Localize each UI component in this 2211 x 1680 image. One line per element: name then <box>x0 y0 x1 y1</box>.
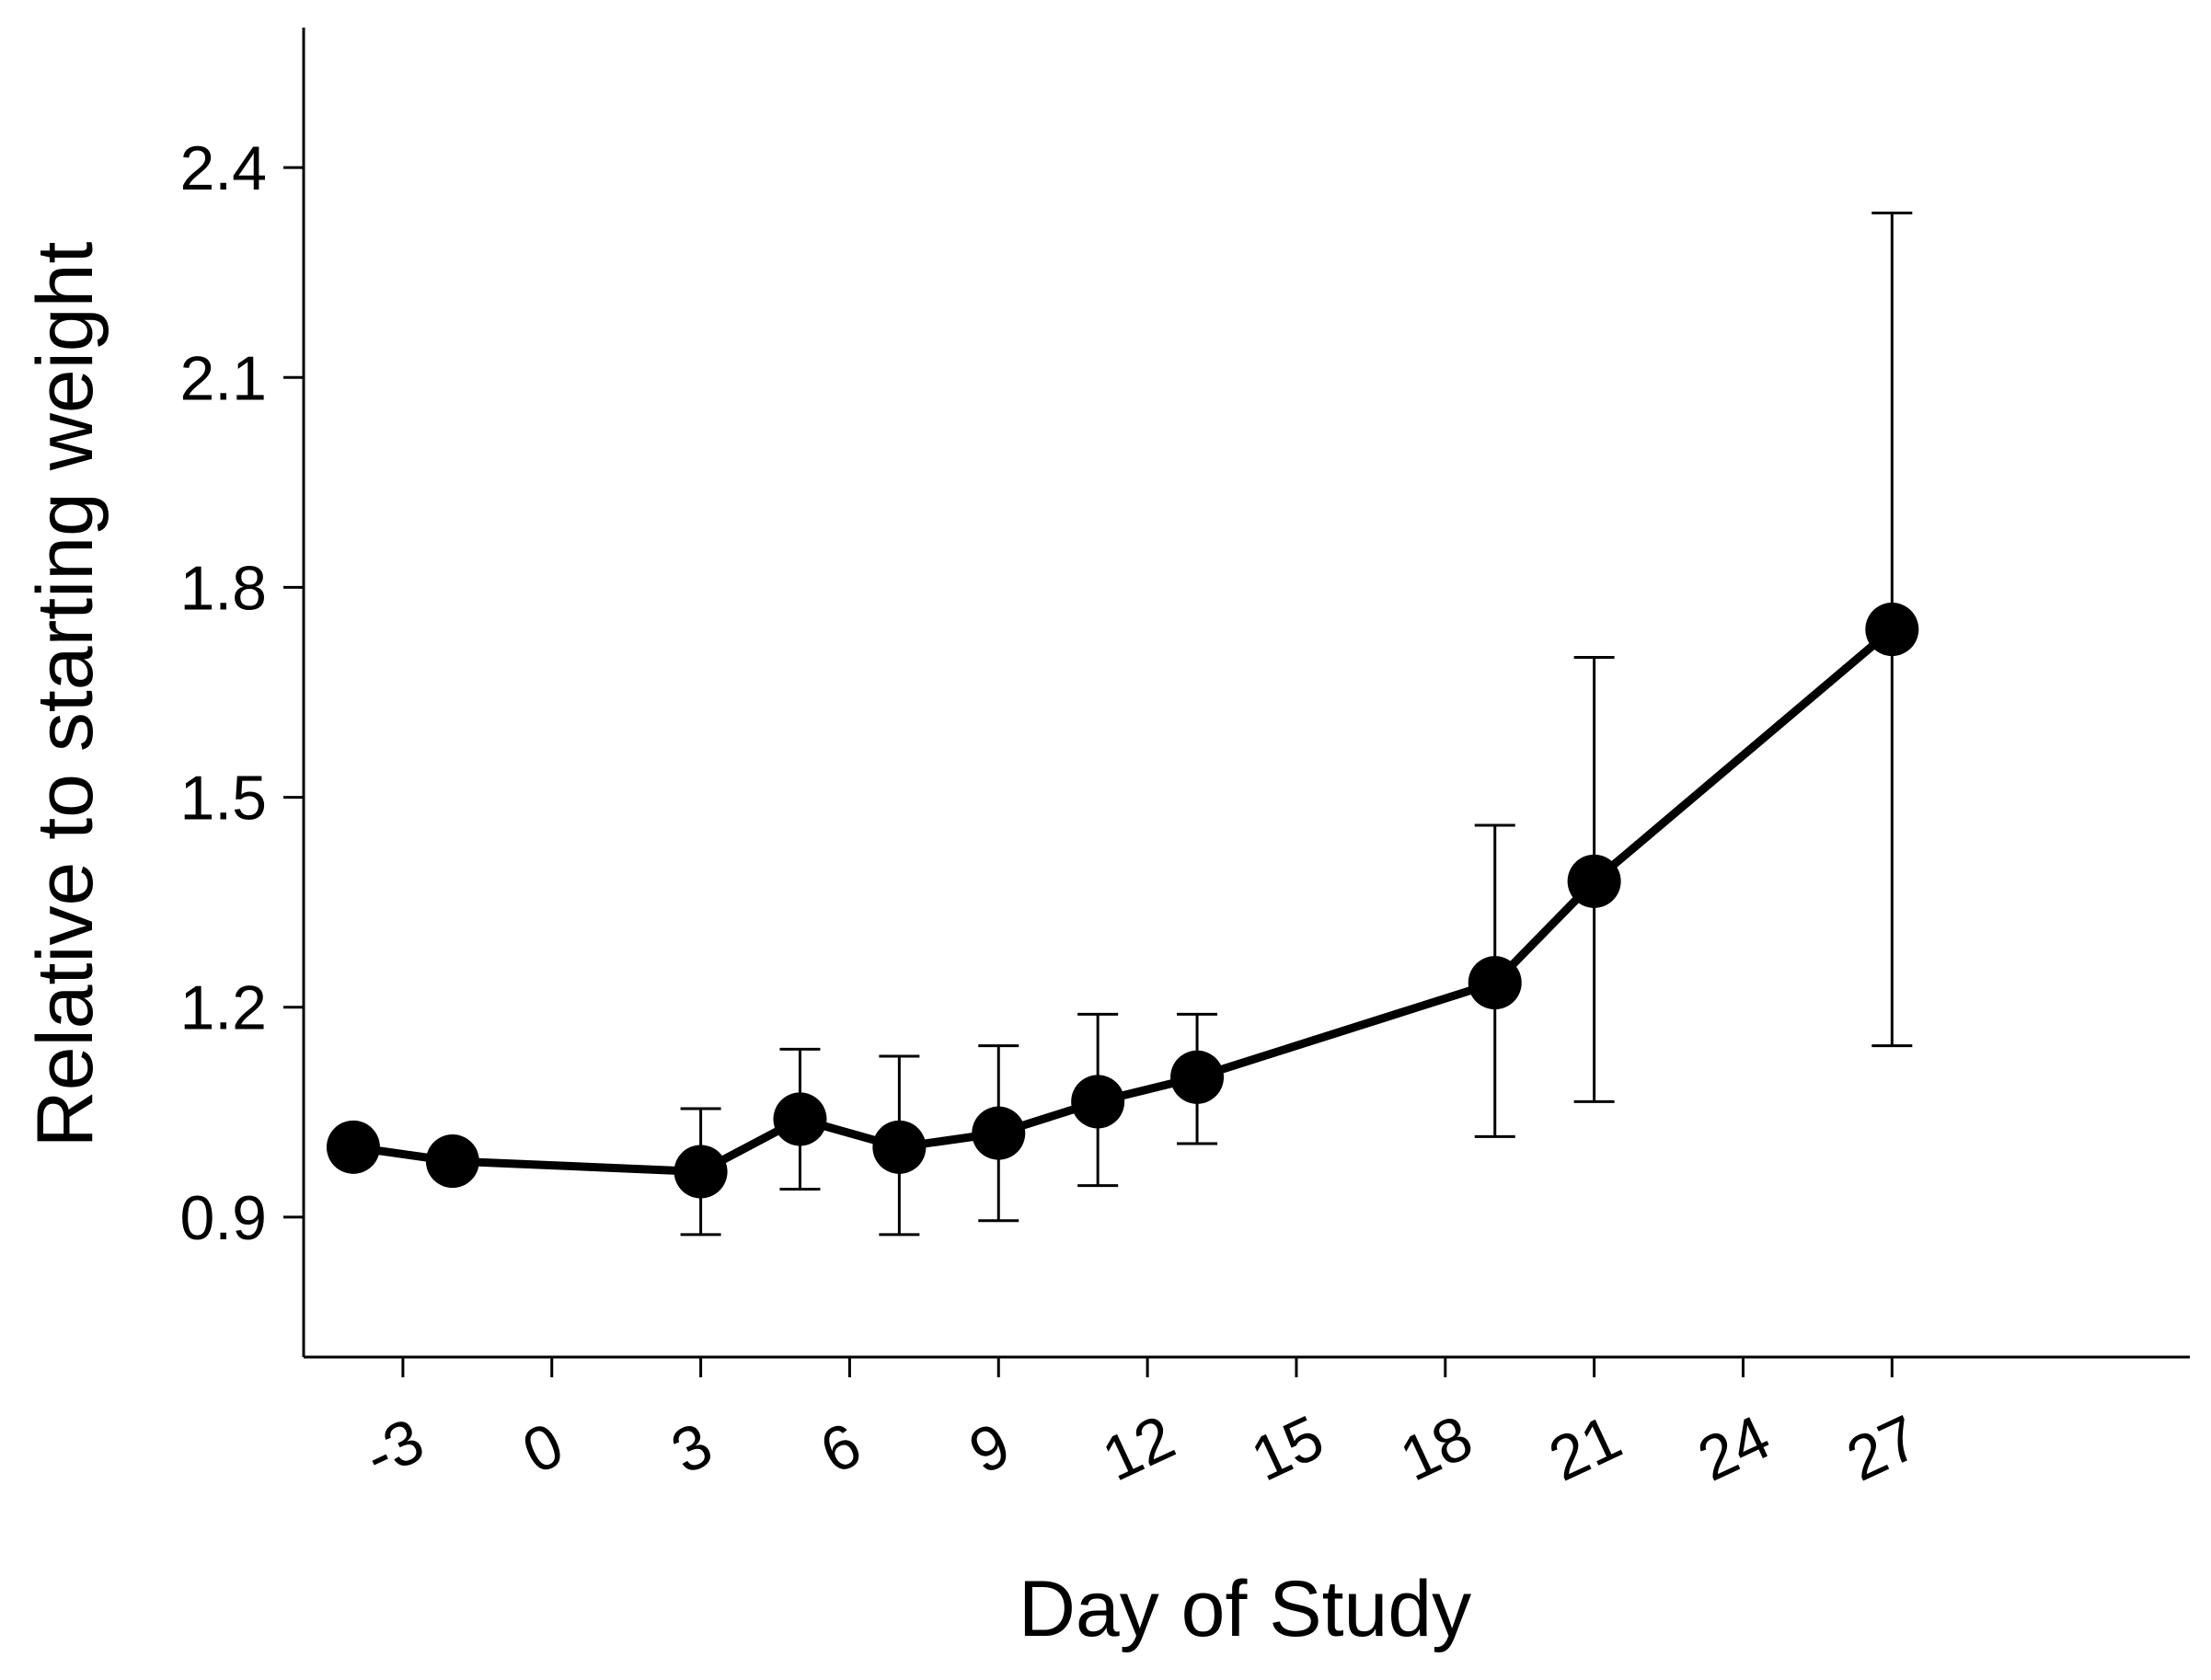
x-tick-label: 27 <box>1837 1402 1929 1495</box>
errorbar-layer <box>680 212 1913 1237</box>
x-tick-label: 0 <box>512 1410 573 1488</box>
data-point <box>972 1106 1026 1160</box>
x-tick-label: 12 <box>1092 1402 1185 1495</box>
x-axis-title: Day of Study <box>1019 1565 1471 1653</box>
data-point <box>1865 603 1919 657</box>
x-tick-label: -3 <box>354 1405 434 1491</box>
data-point <box>326 1120 380 1174</box>
data-point <box>1468 956 1522 1010</box>
x-tick-label: 9 <box>959 1410 1019 1488</box>
y-tick-label: 2.4 <box>179 133 267 203</box>
x-tick-label: 21 <box>1539 1402 1632 1495</box>
y-tick-label: 0.9 <box>179 1183 267 1253</box>
x-tick-label: 3 <box>662 1410 722 1488</box>
x-tick-label: 24 <box>1687 1402 1780 1495</box>
data-point <box>425 1134 479 1189</box>
y-tick-label: 1.2 <box>179 973 267 1043</box>
marker-layer <box>326 603 1919 1199</box>
y-tick-label: 1.8 <box>179 553 267 623</box>
x-tick-label: 18 <box>1390 1402 1483 1495</box>
x-tick-label: 6 <box>810 1410 870 1488</box>
series-line <box>352 626 1895 1176</box>
y-tick-label: 2.1 <box>179 343 267 413</box>
data-point <box>1071 1075 1125 1129</box>
y-axis-title: Relative to starting weight <box>21 242 109 1148</box>
data-point <box>1170 1050 1225 1104</box>
data-point <box>872 1120 927 1174</box>
line-layer <box>352 626 1895 1176</box>
x-tick-label: 15 <box>1241 1402 1334 1495</box>
data-point <box>1567 854 1621 908</box>
data-point <box>773 1092 827 1146</box>
y-tick-label: 1.5 <box>179 764 267 834</box>
axes-layer: 0.9 1.2 1.5 1.8 2.1 2.4 -3 0 3 6 9 12 15 18 21 24 27 <box>179 28 2190 1495</box>
data-point <box>674 1145 728 1199</box>
